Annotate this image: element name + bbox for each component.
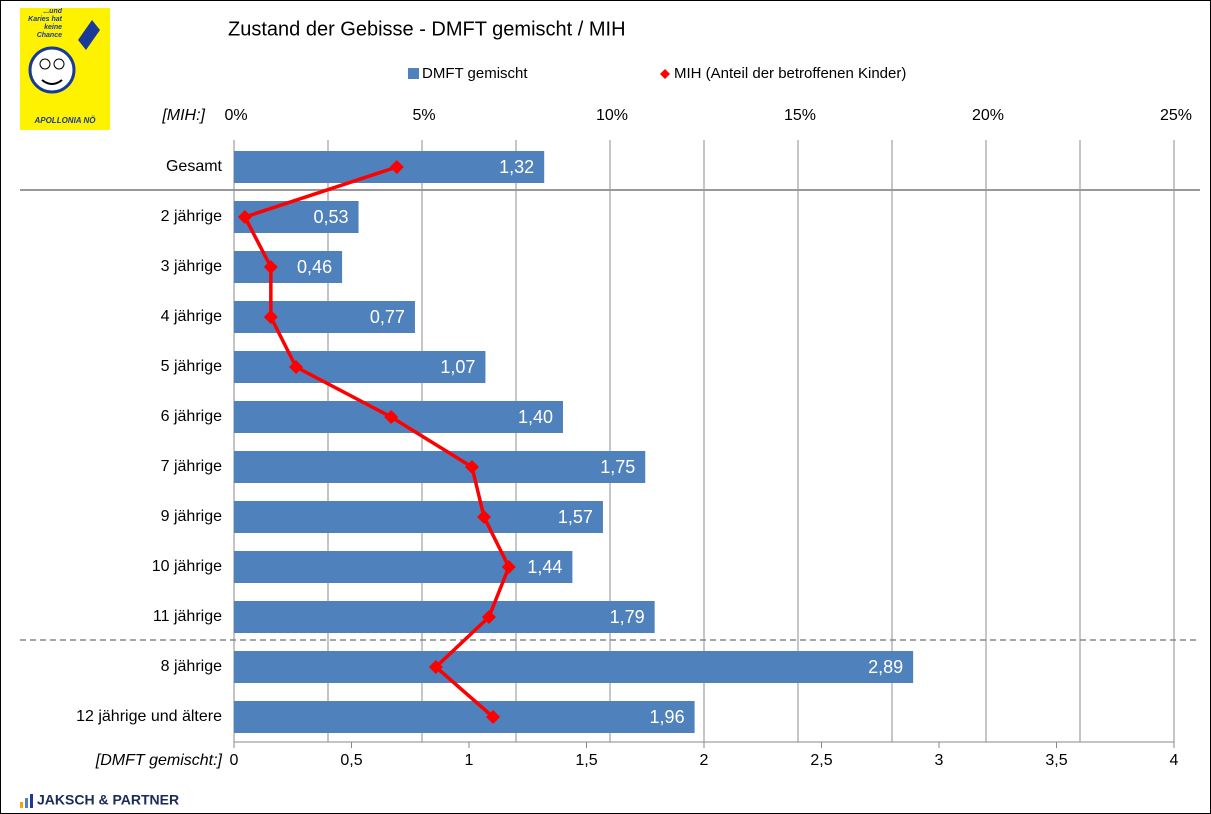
x2-tick-label: 25%	[1160, 107, 1192, 124]
y-tick-label: 11 jährige	[153, 608, 222, 625]
data-label: 1,44	[527, 557, 562, 577]
legend-label: DMFT gemischt	[422, 65, 528, 82]
data-label: 1,75	[600, 457, 635, 477]
logo: ...und Karies hat keine Chance APOLLONIA…	[20, 8, 110, 130]
x2-tick-label: 0%	[224, 107, 247, 124]
data-label: 0,77	[370, 307, 405, 327]
data-label: 1,07	[440, 357, 475, 377]
logo-name: APOLLONIA NÖ	[33, 116, 96, 125]
x-tick-label: 1,5	[575, 752, 597, 769]
data-label: 0,46	[297, 257, 332, 277]
y-tick-label: 3 jährige	[161, 258, 222, 275]
legend-label: MIH (Anteil der betroffenen Kinder)	[674, 65, 906, 82]
x-tick-label: 1	[465, 752, 474, 769]
bar	[234, 151, 544, 183]
y-tick-label: 4 jährige	[161, 308, 222, 325]
logo-eye	[54, 59, 64, 69]
footer: JAKSCH & PARTNER	[20, 792, 179, 808]
footer-company: JAKSCH & PARTNER	[37, 792, 179, 808]
y-tick-label: 2 jährige	[161, 208, 222, 225]
bar	[234, 451, 645, 483]
bar	[234, 651, 913, 683]
data-label: 1,96	[650, 707, 685, 727]
y-tick-label: 7 jährige	[161, 458, 222, 475]
x2-axis-label: [MIH:]	[161, 107, 205, 124]
x2-tick-label: 5%	[412, 107, 435, 124]
legend-swatch	[408, 68, 419, 79]
y-tick-label: 6 jährige	[161, 408, 222, 425]
x-tick-label: 3	[935, 752, 944, 769]
y-tick-label: 8 jährige	[161, 658, 222, 675]
data-label: 1,79	[610, 607, 645, 627]
data-label: 1,57	[558, 507, 593, 527]
x2-tick-label: 20%	[972, 107, 1004, 124]
x-tick-label: 3,5	[1045, 752, 1067, 769]
chart-title: Zustand der Gebisse - DMFT gemischt / MI…	[228, 18, 626, 40]
logo-slogan: ...und Karies hat keine Chance	[22, 8, 62, 40]
data-label: 2,89	[868, 657, 903, 677]
x2-tick-label: 10%	[596, 107, 628, 124]
x-tick-label: 4	[1170, 752, 1179, 769]
bar	[234, 601, 655, 633]
logo-slogan-box: ...und Karies hat keine Chance	[22, 8, 62, 42]
bar	[234, 501, 603, 533]
x-tick-label: 2,5	[810, 752, 832, 769]
footer-icon	[25, 798, 28, 808]
chart: ...und Karies hat keine Chance APOLLONIA…	[0, 0, 1211, 814]
x-tick-label: 0	[230, 752, 239, 769]
footer-icon	[20, 802, 23, 808]
y-tick-label: 12 jährige und ältere	[76, 708, 222, 725]
logo-figure	[30, 48, 74, 92]
x2-tick-label: 15%	[784, 107, 816, 124]
bar	[234, 551, 572, 583]
y-tick-label: Gesamt	[166, 158, 223, 175]
data-label: 1,32	[499, 157, 534, 177]
x-tick-label: 2	[700, 752, 709, 769]
y-tick-label: 10 jährige	[152, 558, 222, 575]
x-tick-label: 0,5	[340, 752, 362, 769]
y-tick-label: 5 jährige	[161, 358, 222, 375]
x-axis-label: [DMFT gemischt:]	[95, 752, 223, 769]
data-label: 1,40	[518, 407, 553, 427]
bar	[234, 701, 695, 733]
footer-icon	[30, 794, 33, 808]
y-tick-label: 9 jährige	[161, 508, 222, 525]
page: ...und Karies hat keine Chance APOLLONIA…	[0, 0, 1211, 814]
bar	[234, 401, 563, 433]
logo-eye	[40, 59, 50, 69]
data-label: 0,53	[314, 207, 349, 227]
